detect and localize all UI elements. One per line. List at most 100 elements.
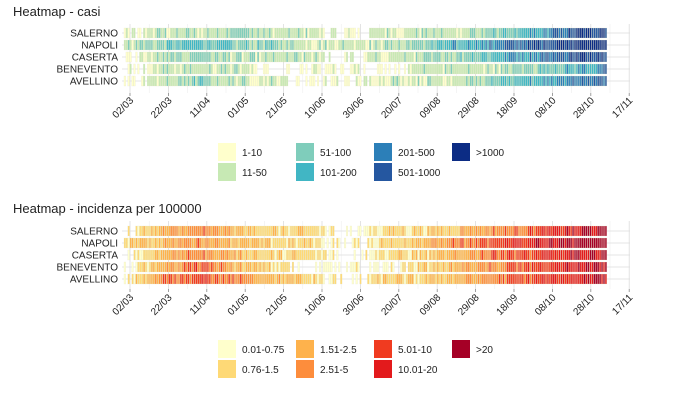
heat-cell [405, 27, 408, 39]
heat-cell [162, 75, 165, 87]
heat-cell [226, 39, 229, 51]
heat-cell [419, 63, 422, 75]
heat-cell [162, 63, 165, 75]
heat-cell [442, 237, 445, 249]
heat-cell [427, 63, 430, 75]
heat-cell [577, 249, 580, 261]
heat-cell [187, 225, 190, 237]
heat-cell [494, 237, 497, 249]
heat-cell [485, 39, 488, 51]
heat-cell [589, 237, 592, 249]
heat-cell [431, 261, 433, 273]
heat-cell [541, 75, 544, 87]
heat-cell [386, 75, 389, 87]
heat-cell [147, 39, 149, 51]
heat-cell [191, 261, 194, 273]
heat-cell [438, 39, 441, 51]
heat-cell [529, 225, 532, 237]
heat-cell [230, 237, 233, 249]
heat-cell [147, 51, 149, 63]
heat-cell [255, 75, 258, 87]
heat-cell [152, 273, 155, 285]
x-tick-label: 08/10 [533, 95, 559, 121]
heat-cell [577, 51, 580, 63]
heat-cell [431, 237, 433, 249]
heat-cell [203, 273, 206, 285]
heat-cell [483, 63, 486, 75]
heat-cell [432, 273, 435, 285]
heat-cell [396, 75, 399, 87]
heat-cell [498, 249, 501, 261]
heat-cell [237, 237, 240, 249]
heat-cell [589, 273, 592, 285]
heat-cell [290, 39, 292, 51]
heat-cell [510, 273, 513, 285]
heat-cell [220, 63, 223, 75]
heat-cell [245, 75, 248, 87]
heat-cell [295, 249, 298, 261]
heat-cell [156, 225, 159, 237]
heat-cell [512, 39, 515, 51]
heat-cell [334, 75, 337, 87]
heat-cell [423, 261, 426, 273]
heat-cell [382, 75, 385, 87]
heat-cell [241, 39, 244, 51]
heat-cell [185, 273, 188, 285]
heat-cell [297, 39, 300, 51]
heat-cell [150, 273, 153, 285]
heat-cell [471, 75, 474, 87]
heat-cell [537, 273, 540, 285]
heat-cell [465, 63, 468, 75]
heat-cell [545, 75, 547, 87]
heat-cell [550, 225, 553, 237]
heat-cell [241, 273, 244, 285]
heat-cell [460, 237, 462, 249]
legend-label: >20 [476, 345, 493, 356]
heat-cell [417, 27, 420, 39]
heat-cell [575, 51, 578, 63]
heat-cell [220, 39, 223, 51]
heat-cell [174, 63, 177, 75]
heat-cell [527, 225, 530, 237]
heat-cell [239, 63, 242, 75]
heat-cell [319, 39, 321, 51]
heat-cell [222, 261, 225, 273]
heat-cell [232, 39, 234, 51]
heat-cell [322, 273, 325, 285]
heat-cell [398, 75, 401, 87]
heat-cell [206, 225, 209, 237]
heat-cell [241, 63, 244, 75]
heat-cell [583, 63, 586, 75]
heat-cell [572, 225, 575, 237]
heat-cell [581, 51, 584, 63]
heat-cell [179, 75, 182, 87]
heat-cell [176, 261, 178, 273]
heat-cell [313, 273, 316, 285]
heat-cell [429, 75, 432, 87]
heat-cell [197, 27, 200, 39]
heat-cell [315, 225, 318, 237]
heat-cell [205, 249, 207, 261]
heat-cell [394, 63, 397, 75]
heat-cell [463, 63, 466, 75]
heat-cell [390, 27, 393, 39]
heat-cell [185, 27, 188, 39]
x-tick-label: 30/06 [341, 95, 367, 121]
heat-cell [591, 63, 594, 75]
heat-cell [554, 27, 557, 39]
heat-cell [521, 237, 524, 249]
heat-cell [531, 27, 534, 39]
heat-cell [206, 273, 209, 285]
heat-cell [183, 39, 186, 51]
heat-cell [469, 237, 472, 249]
heat-cell [546, 225, 549, 237]
heat-cell [158, 225, 161, 237]
heat-cell [521, 63, 524, 75]
heat-cell [160, 237, 163, 249]
heat-cell [440, 39, 443, 51]
heat-cell [373, 39, 376, 51]
heat-cell [177, 237, 180, 249]
heat-cell [212, 225, 215, 237]
heat-cell [264, 273, 267, 285]
